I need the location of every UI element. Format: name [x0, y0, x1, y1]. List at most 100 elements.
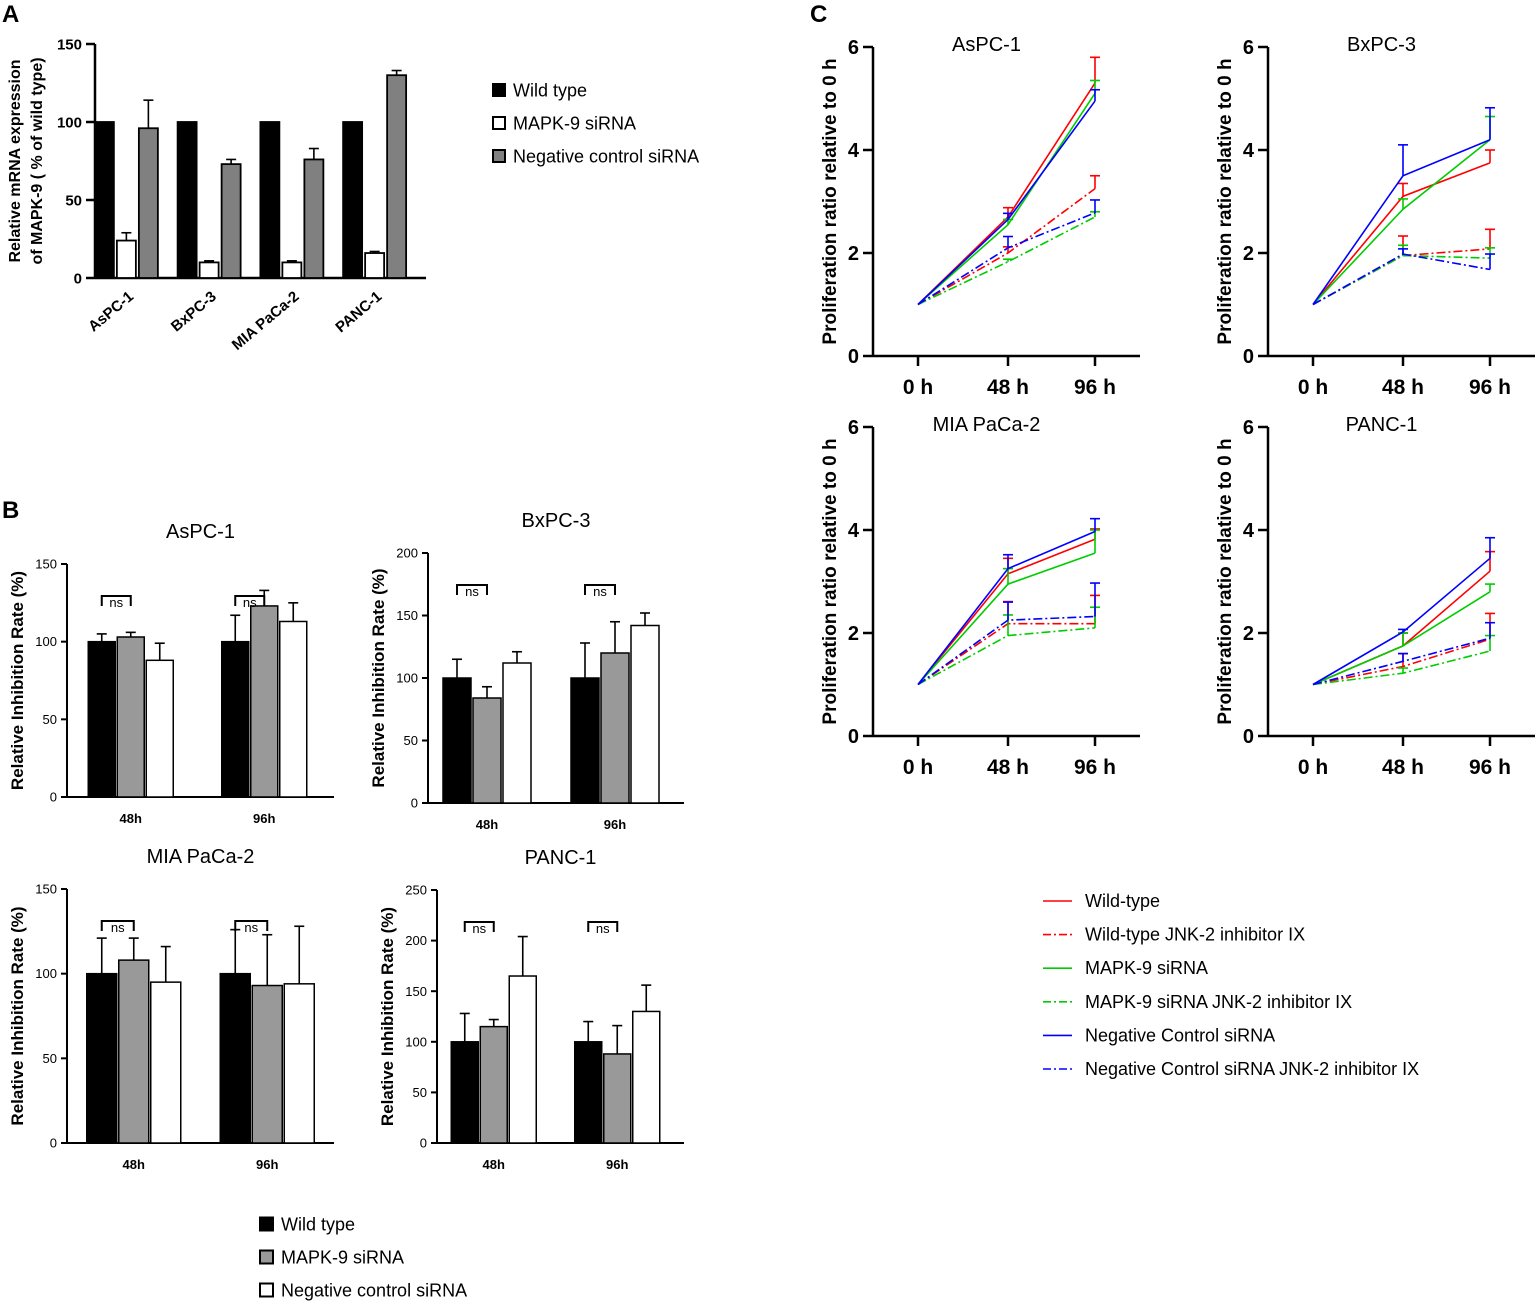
x-tick-label: BxPC-3: [168, 288, 220, 335]
y-tick-label: 6: [848, 37, 859, 59]
legend-label: Wild-type JNK-2 inhibitor IX: [1085, 925, 1305, 945]
series-line: [1312, 557, 1491, 686]
bar: [251, 984, 283, 1144]
series-line: [917, 100, 1096, 306]
y-tick-label: 50: [43, 712, 57, 727]
y-tick-label: 6: [1243, 37, 1254, 59]
y-axis-label: Relative Inhibition Rate (%): [8, 906, 27, 1125]
bar: [115, 239, 137, 279]
significance-bracket: [234, 595, 266, 606]
y-axis-label: Proliferation ratio relative to 0 h: [820, 58, 841, 344]
chart-title: MIA PaCa-2: [147, 846, 255, 868]
y-tick-label: 4: [848, 140, 860, 162]
x-tick-label: 48 h: [987, 756, 1029, 779]
series-line: [1312, 253, 1491, 306]
bar: [150, 981, 182, 1144]
significance-bracket: [456, 584, 488, 595]
y-tick-label: 2: [1243, 243, 1254, 265]
chart-title: AsPC-1: [166, 521, 235, 543]
significance-bracket: [100, 920, 135, 931]
legend-label: Wild-type: [1085, 891, 1160, 911]
bar: [364, 252, 386, 279]
x-tick-label: PANC-1: [332, 288, 385, 336]
legend-label: MAPK-9 siRNA: [1085, 958, 1208, 978]
series-line: [917, 538, 1096, 686]
series-line: [917, 627, 1096, 686]
significance-bracket: [234, 920, 269, 931]
panel-label-a: A: [2, 1, 19, 28]
y-tick-label: 6: [1243, 417, 1254, 439]
x-tick-label: MIA PaCa-2: [229, 288, 303, 354]
panel-b-bxpc3-chart: 0 50 100 150 200 48h ns 96h ns BxPC-3 Relative Inh…: [369, 510, 684, 832]
series-line: [917, 216, 1096, 306]
legend-c: Wild-type Wild-type JNK-2 inhibitor IX MAP…: [1043, 891, 1419, 1079]
significance-label: ns: [472, 921, 486, 936]
bar: [574, 1041, 603, 1144]
legend-a: Wild type MAPK-9 siRNA Negative control si…: [492, 80, 699, 166]
y-axis-label: Relative Inhibition Rate (%): [8, 571, 27, 790]
y-tick-label: 4: [1243, 520, 1255, 542]
panel-b-panc1-chart: 0 50 100 150 200 250 48h ns 96h ns PANC-1 Relative …: [378, 847, 684, 1172]
bar: [87, 640, 116, 798]
y-tick-label: 0: [1243, 346, 1254, 368]
bar: [220, 163, 242, 279]
x-tick-label: 96 h: [1074, 376, 1116, 399]
legend-swatch: [259, 1249, 274, 1265]
bar: [472, 697, 502, 804]
legend-label: Negative Control siRNA JNK-2 inhibitor I…: [1085, 1059, 1419, 1079]
legend-label: Negative control siRNA: [513, 146, 699, 166]
y-tick-label: 4: [848, 520, 860, 542]
bar: [219, 972, 251, 1144]
y-tick-label: 4: [1243, 140, 1255, 162]
series-line: [1312, 591, 1491, 686]
y-tick-label: 100: [57, 114, 82, 131]
chart-title: BxPC-3: [1347, 34, 1416, 56]
legend-label: Negative control siRNA: [281, 1280, 467, 1300]
x-tick-label: 0 h: [903, 376, 933, 399]
y-tick-label: 200: [396, 546, 418, 561]
x-tick-label: 0 h: [903, 756, 933, 779]
x-tick-label: 48 h: [987, 376, 1029, 399]
bar: [508, 975, 537, 1144]
significance-label: ns: [243, 595, 257, 610]
series-line: [1312, 637, 1491, 686]
panel-label-b: B: [2, 497, 19, 524]
y-axis-label: Proliferation ratio relative to 0 h: [820, 438, 841, 724]
significance-label: ns: [593, 584, 607, 599]
chart-title: PANC-1: [1346, 414, 1418, 436]
x-tick-label: 48 h: [1382, 756, 1424, 779]
panel-c-aspc1-chart: 0 2 4 6 0 h 48 h 96 h AsPC-1 Proliferation ratio…: [820, 34, 1140, 399]
y-tick-label: 100: [405, 1034, 427, 1049]
x-tick-label: 0 h: [1298, 756, 1328, 779]
legend-swatch: [492, 149, 506, 163]
panel-b-aspc1-chart: 0 50 100 150 48h ns 96h ns AsPC-1 Relative Inhibi…: [8, 521, 334, 826]
legend-label: Wild type: [281, 1214, 355, 1234]
y-tick-label: 150: [405, 984, 427, 999]
bar: [442, 677, 472, 804]
series-line: [1312, 138, 1491, 305]
y-tick-label: 6: [848, 417, 859, 439]
y-tick-label: 50: [404, 733, 418, 748]
legend-swatch: [492, 83, 506, 97]
chart-title: BxPC-3: [522, 510, 591, 532]
x-tick-label: 48h: [483, 1157, 505, 1172]
bar: [145, 659, 174, 798]
panel-c-miapaca2-chart: 0 2 4 6 0 h 48 h 96 h MIA PaCa-2 Proliferation r…: [820, 414, 1140, 779]
panel-c-bxpc3-chart: 0 2 4 6 0 h 48 h 96 h BxPC-3 Proliferation ratio…: [1215, 34, 1535, 399]
legend-label: MAPK-9 siRNA: [281, 1247, 404, 1267]
y-tick-label: 0: [411, 796, 418, 811]
series-line: [917, 552, 1096, 686]
panel-c-panc1-chart: 0 2 4 6 0 h 48 h 96 h PANC-1 Proliferation ratio…: [1215, 414, 1535, 779]
y-tick-label: 150: [35, 882, 57, 897]
y-tick-label: 2: [1243, 623, 1254, 645]
bar: [281, 261, 303, 279]
significance-label: ns: [244, 920, 258, 935]
x-tick-label: 48h: [476, 817, 498, 832]
y-tick-label: 0: [50, 790, 57, 805]
significance-bracket: [587, 921, 619, 932]
y-tick-label: 50: [65, 192, 82, 209]
panel-label-c: C: [810, 1, 827, 28]
x-tick-label: 96 h: [1074, 756, 1116, 779]
x-tick-label: 48h: [123, 1157, 145, 1172]
